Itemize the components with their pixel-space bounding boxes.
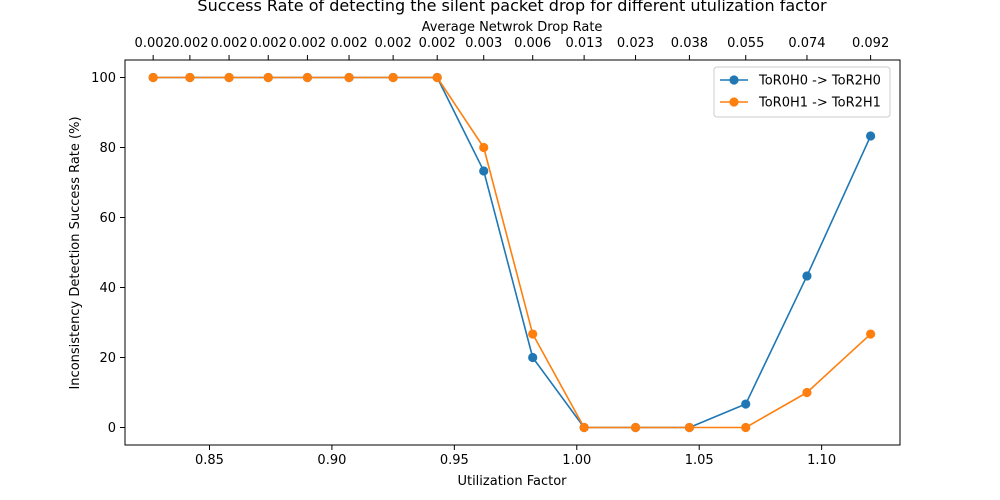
legend-box — [713, 66, 891, 118]
chart-title: Success Rate of detecting the silent pac… — [197, 0, 827, 15]
x-tick-label: 0.90 — [317, 453, 346, 468]
top-x-tick-label: 0.003 — [465, 36, 502, 51]
y-tick-label: 80 — [99, 141, 116, 156]
x-axis-label: Utilization Factor — [457, 474, 567, 489]
data-point-series-1 — [802, 271, 812, 281]
legend-marker-2 — [729, 97, 739, 107]
y-axis-label: Inconsistency Detection Success Rate (%) — [68, 116, 83, 389]
top-x-tick-label: 0.002 — [419, 36, 456, 51]
legend: ToR0H0 -> ToR2H0 ToR0H1 -> ToR2H1 — [713, 66, 891, 118]
data-point-series-1 — [528, 352, 538, 363]
data-point-series-2 — [866, 329, 876, 339]
y-tick-label: 0 — [108, 421, 116, 436]
top-x-tick-label: 0.038 — [671, 36, 708, 51]
top-x-tick-label: 0.002 — [289, 36, 326, 51]
data-point-series-2 — [479, 142, 489, 153]
data-point-series-1 — [741, 399, 751, 409]
top-x-tick-label: 0.002 — [250, 36, 287, 51]
top-x-tick-label: 0.002 — [171, 36, 208, 51]
data-point-series-2 — [302, 72, 313, 83]
data-point-series-2 — [630, 422, 641, 433]
data-point-series-2 — [148, 72, 158, 83]
x-tick-label: 0.95 — [440, 453, 469, 468]
top-x-axis-label: Average Netwrok Drop Rate — [422, 20, 603, 35]
data-point-series-2 — [741, 422, 751, 433]
y-tick-label: 40 — [99, 281, 116, 296]
top-x-tick-label: 0.002 — [375, 36, 412, 51]
top-x-tick-label: 0.006 — [514, 36, 551, 51]
series-line-2 — [153, 76, 872, 429]
legend-marker-1 — [729, 75, 739, 85]
top-x-tick-label: 0.023 — [617, 36, 654, 51]
plot-area: 0.85 0.90 0.95 1.00 1.05 1.10 0 20 40 60 80 100 0.00… — [91, 36, 901, 468]
x-tick-label: 1.10 — [807, 453, 836, 468]
data-point-series-1 — [479, 166, 489, 176]
data-point-series-2 — [432, 72, 442, 83]
data-point-series-2 — [224, 72, 234, 83]
data-point-series-2 — [344, 72, 354, 83]
y-tick-label: 60 — [99, 211, 116, 226]
legend-label-1: ToR0H0 -> ToR2H0 — [758, 74, 881, 89]
data-point-series-2 — [185, 72, 195, 83]
top-x-tick-label: 0.055 — [727, 36, 764, 51]
top-x-tick-label: 0.092 — [852, 36, 889, 51]
y-tick-label: 100 — [91, 71, 116, 86]
y-tick-label: 20 — [99, 351, 116, 366]
data-point-series-2 — [528, 329, 538, 339]
data-point-series-2 — [263, 72, 273, 83]
top-x-tick-label: 0.002 — [210, 36, 247, 51]
data-point-series-2 — [579, 422, 589, 433]
top-x-tick-label: 0.002 — [330, 36, 367, 51]
top-x-tick-label: 0.074 — [788, 36, 825, 51]
top-x-tick-label: 0.002 — [135, 36, 172, 51]
x-tick-label: 0.85 — [195, 453, 224, 468]
top-x-tick-label: 0.013 — [566, 36, 603, 51]
data-point-series-2 — [388, 72, 398, 83]
data-point-series-2 — [684, 422, 695, 433]
data-point-series-1 — [866, 131, 876, 141]
legend-label-2: ToR0H1 -> ToR2H1 — [758, 96, 881, 111]
data-point-series-2 — [802, 387, 812, 398]
x-tick-label: 1.00 — [562, 453, 591, 468]
x-tick-label: 1.05 — [685, 453, 714, 468]
plot-frame — [124, 59, 901, 446]
